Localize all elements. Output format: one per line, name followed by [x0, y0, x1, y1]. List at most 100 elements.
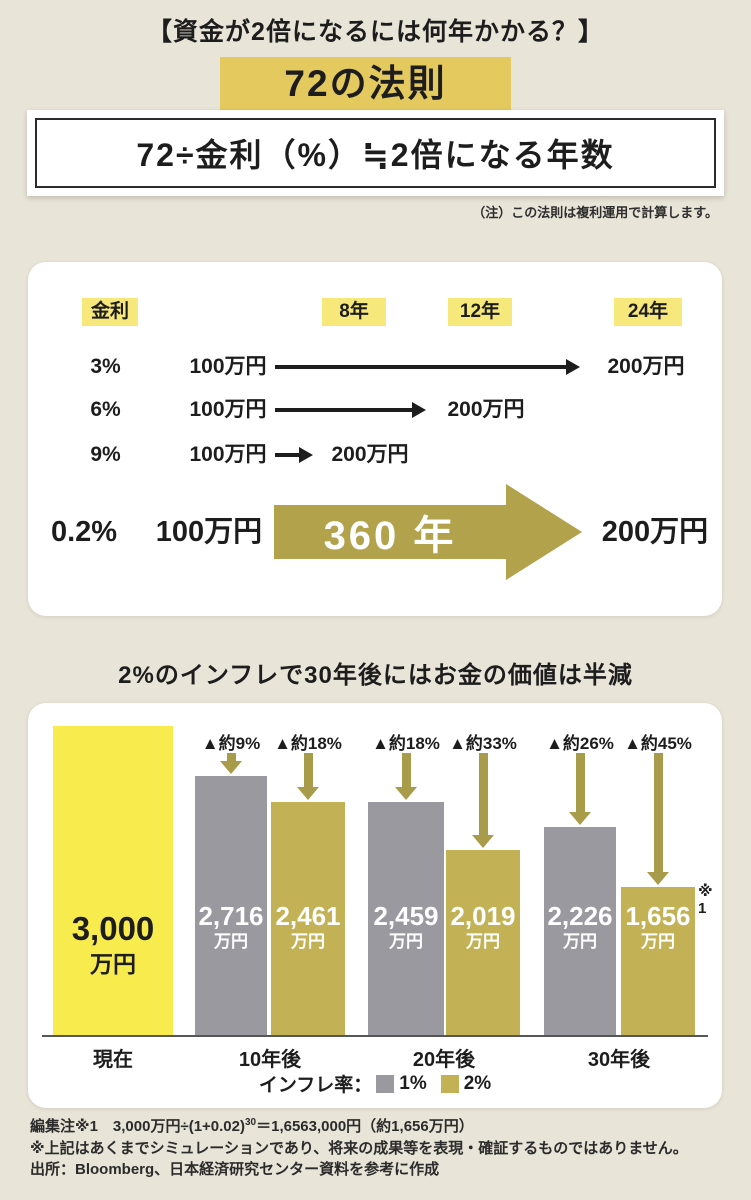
arrow-head	[299, 447, 313, 463]
legend-label-2pct: 2%	[463, 1072, 492, 1094]
start-amount: 100万円	[155, 516, 263, 548]
footnote-1-suffix: ＝1,6563,000円（約1,656万円）	[256, 1118, 474, 1135]
bar-1pct-10y: 2,716 万円	[195, 776, 267, 1035]
page-title: 【資金が2倍になるには何年かかる？】	[147, 18, 604, 46]
arrow-head	[566, 359, 580, 375]
bar-value-label: 2,716 万円	[195, 902, 267, 951]
footnote-1-prefix: 編集注※1 3,000万円÷(1+0.02)	[30, 1118, 245, 1135]
drop-label-1pct-30y: ▲約26%	[546, 734, 614, 753]
arrow-head	[412, 402, 426, 418]
rate-label: 3%	[90, 355, 121, 378]
start-amount: 100万円	[189, 398, 267, 421]
doubling-row-3pct: 3% 100万円 200万円	[28, 352, 722, 382]
start-amount: 100万円	[189, 443, 267, 466]
right-arrow-icon	[275, 447, 313, 463]
arrow-shaft	[575, 753, 585, 812]
end-amount: 200万円	[607, 355, 685, 378]
down-arrow-2pct-10y	[297, 753, 319, 800]
rate-label: 9%	[90, 443, 121, 466]
right-arrow-icon	[275, 359, 580, 375]
inflation-section-title: 2%のインフレで30年後にはお金の価値は半減	[118, 662, 633, 689]
axis-label-10y: 10年後	[238, 1049, 302, 1071]
down-arrow-2pct-20y	[472, 753, 494, 848]
bar-value: 2,226	[547, 901, 613, 931]
big-block-arrow-icon: 360 年	[274, 484, 582, 580]
bar-1pct-30y: 2,226 万円	[544, 827, 616, 1035]
arrow-head	[395, 787, 417, 800]
bar-unit: 万円	[466, 932, 500, 951]
inflation-chart-card: 3,000 万円 2,716 万円 2,461 万円 2,459	[28, 703, 722, 1108]
arrow-shaft	[226, 753, 236, 761]
bar-unit: 万円	[214, 932, 248, 951]
bar-value: 2,716	[198, 901, 264, 931]
footnotes: 編集注※1 3,000万円÷(1+0.02)30＝1,6563,000円（約1,…	[30, 1112, 730, 1181]
exponent-30: 30	[244, 1117, 257, 1128]
doubling-time-card: 金利 8年 12年 24年 3% 100万円 200万円 6% 100万円 20…	[28, 262, 722, 616]
bar-value: 1,656	[625, 901, 691, 931]
doubling-row-9pct: 9% 100万円 200万円	[28, 440, 722, 470]
formula-box: 72÷金利（%）≒2倍になる年数	[27, 110, 724, 196]
bar-value-label: 1,656 万円	[621, 902, 695, 951]
bar-value-label: 2,226 万円	[544, 902, 616, 951]
header-chip-8years: 8年	[322, 298, 386, 326]
bar-2pct-10y: 2,461 万円	[271, 802, 345, 1035]
end-amount: 200万円	[447, 398, 525, 421]
chart-legend: インフレ率： 1% 2%	[28, 1070, 722, 1097]
right-arrow-icon	[275, 402, 426, 418]
bar-current: 3,000 万円	[53, 726, 173, 1035]
header-chip-24years: 24年	[614, 298, 682, 326]
arrow-shaft	[478, 753, 488, 835]
arrow-line	[275, 453, 299, 457]
bar-value: 2,459	[373, 901, 439, 931]
bar-unit: 万円	[563, 932, 597, 951]
bar-value: 3,000	[71, 910, 155, 947]
bar-value-label: 2,459 万円	[368, 902, 444, 951]
arrow-head	[472, 835, 494, 848]
bar-1pct-20y: 2,459 万円	[368, 802, 444, 1035]
arrow-shaft	[303, 753, 313, 787]
formula-note: （注）この法則は複利運用で計算します。	[472, 205, 718, 220]
formula-inner-border: 72÷金利（%）≒2倍になる年数	[35, 118, 716, 188]
legend-swatch-1pct	[376, 1074, 395, 1093]
down-arrow-1pct-10y	[220, 753, 242, 774]
bar-unit: 万円	[90, 951, 136, 977]
bar-value: 2,019	[450, 901, 516, 931]
footnote-line-1: 編集注※1 3,000万円÷(1+0.02)30＝1,6563,000円（約1,…	[30, 1112, 730, 1138]
bar-value-label: 2,461 万円	[271, 902, 345, 951]
footnote-line-3: 出所：Bloomberg、日本経済研究センター資料を参考に作成	[30, 1161, 440, 1178]
doubling-row-02pct: 0.2% 100万円 360 年 200万円	[28, 484, 722, 580]
arrow-head	[647, 872, 669, 885]
drop-label-2pct-10y: ▲約18%	[274, 734, 342, 753]
arrow-head	[569, 812, 591, 825]
bar-value: 2,461	[275, 901, 341, 931]
big-arrow-head	[506, 484, 582, 580]
legend-label-1pct: 1%	[399, 1072, 427, 1094]
down-arrow-2pct-30y	[647, 753, 669, 885]
legend-prefix: インフレ率：	[258, 1075, 373, 1096]
doubling-row-6pct: 6% 100万円 200万円	[28, 395, 722, 425]
drop-label-1pct-10y: ▲約9%	[201, 734, 261, 753]
bar-chart-plot: 3,000 万円 2,716 万円 2,461 万円 2,459	[28, 703, 722, 1108]
header-chip-rate: 金利	[82, 298, 138, 326]
arrow-head	[220, 761, 242, 774]
bar-unit: 万円	[291, 932, 325, 951]
arrow-line	[275, 408, 412, 412]
bar-unit: 万円	[389, 932, 423, 951]
arrow-shaft	[401, 753, 411, 787]
arrow-head	[297, 787, 319, 800]
drop-label-2pct-30y: ▲約45%	[624, 734, 692, 753]
years-360-label: 360 年	[323, 514, 457, 558]
bar-value-label: 3,000 万円	[53, 910, 173, 978]
end-amount: 200万円	[601, 516, 709, 548]
bar-2pct-20y: 2,019 万円	[446, 850, 520, 1035]
bar-2pct-30y: 1,656 万円	[621, 887, 695, 1035]
arrow-shaft	[653, 753, 663, 872]
big-arrow-body: 360 年	[274, 505, 506, 559]
formula-text: 72÷金利（%）≒2倍になる年数	[136, 137, 615, 173]
start-amount: 100万円	[189, 355, 267, 378]
rule-72-heading: 72の法則	[220, 57, 511, 110]
axis-label-20y: 20年後	[412, 1049, 476, 1071]
legend-swatch-2pct	[440, 1074, 459, 1093]
axis-label-30y: 30年後	[587, 1049, 651, 1071]
